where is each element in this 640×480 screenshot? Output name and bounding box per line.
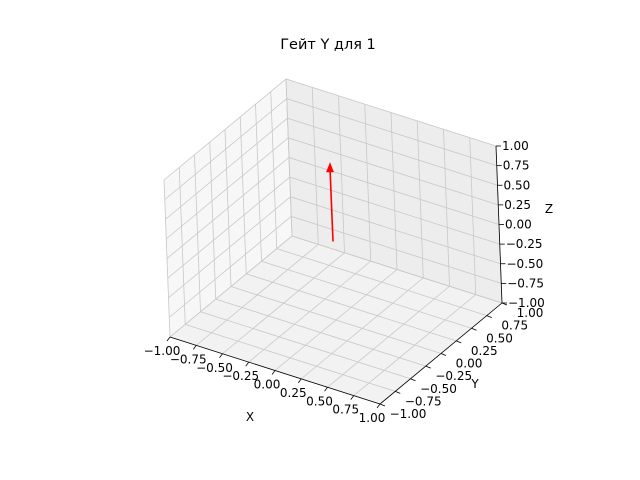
y-tick-label: −1.00 [390, 407, 427, 421]
x-tick-label: 0.75 [332, 403, 359, 417]
y-axis-label: Y [470, 377, 479, 391]
z-tick-label: 0.50 [504, 178, 531, 192]
y-tick-label: 0.25 [471, 344, 498, 358]
vector-shaft [329, 167, 334, 242]
y-tick-mark [395, 391, 401, 394]
z-tick-label: −0.50 [507, 257, 544, 271]
z-tick-label: −1.00 [508, 296, 545, 310]
y-tick-label: −0.50 [420, 382, 457, 396]
x-tick-label: 0.25 [280, 386, 307, 400]
gridline-y-floor [276, 248, 487, 317]
gridline-y-floor [261, 260, 472, 329]
grid-lines [163, 78, 503, 405]
z-tick-label: 0.00 [505, 218, 532, 232]
y-tick-mark [379, 403, 386, 407]
y-tick-label: −0.75 [405, 394, 442, 408]
y-tick-mark [486, 315, 492, 318]
y-tick-label: −0.25 [435, 369, 472, 383]
gridline-y-wall [270, 91, 278, 249]
vector-layer [326, 162, 334, 242]
gridline-y-floor [246, 273, 457, 342]
y-tick-mark [440, 353, 447, 356]
z-tick-label: −0.25 [506, 237, 543, 251]
x-tick-label: 1.00 [359, 411, 386, 425]
tick-labels: −1.00−0.75−0.50−0.250.000.250.500.751.00… [144, 139, 545, 425]
vector-arrowhead [326, 162, 334, 173]
x-tick-mark [376, 403, 381, 409]
x-tick-mark [324, 387, 328, 392]
x-tick-label: 0.50 [306, 394, 333, 408]
y-tick-mark [410, 378, 416, 382]
z-tick-label: 0.75 [503, 159, 530, 173]
z-tick-label: 0.25 [504, 198, 531, 212]
y-tick-label: 0.00 [456, 357, 483, 371]
y-tick-mark [471, 327, 477, 331]
z-tick-label: −0.75 [507, 276, 544, 290]
x-axis-label: X [246, 410, 254, 424]
x-tick-label: −0.75 [170, 352, 207, 366]
gridline-y-wall [285, 78, 293, 237]
y-tick-label: 1.00 [517, 306, 544, 320]
x-tick-mark [271, 370, 276, 375]
z-axis-label: Z [545, 202, 553, 216]
y-tick-mark [456, 340, 462, 344]
x-tick-mark [350, 395, 355, 400]
x-tick-mark [166, 336, 171, 342]
x-tick-mark [297, 378, 302, 384]
x-tick-label: −1.00 [144, 344, 181, 358]
x-tick-mark [192, 345, 197, 350]
x-tick-mark [219, 353, 223, 358]
x-tick-label: −0.25 [222, 369, 259, 383]
x-tick-label: −0.50 [196, 361, 233, 375]
gridline-y-wall [239, 116, 247, 274]
y-tick-label: 0.75 [501, 319, 528, 333]
z-tick-label: 1.00 [502, 139, 529, 153]
y-tick-mark [425, 365, 431, 369]
chart-title: Гейт Y для 1 [280, 37, 376, 53]
gridline-y-wall [255, 104, 262, 262]
y-tick-label: 0.50 [486, 331, 513, 345]
x-tick-mark [245, 361, 250, 367]
gridline-z [163, 78, 497, 181]
gridline-y-floor [291, 235, 503, 304]
gridline-y-floor [230, 286, 442, 354]
x-tick-label: 0.00 [254, 378, 281, 392]
